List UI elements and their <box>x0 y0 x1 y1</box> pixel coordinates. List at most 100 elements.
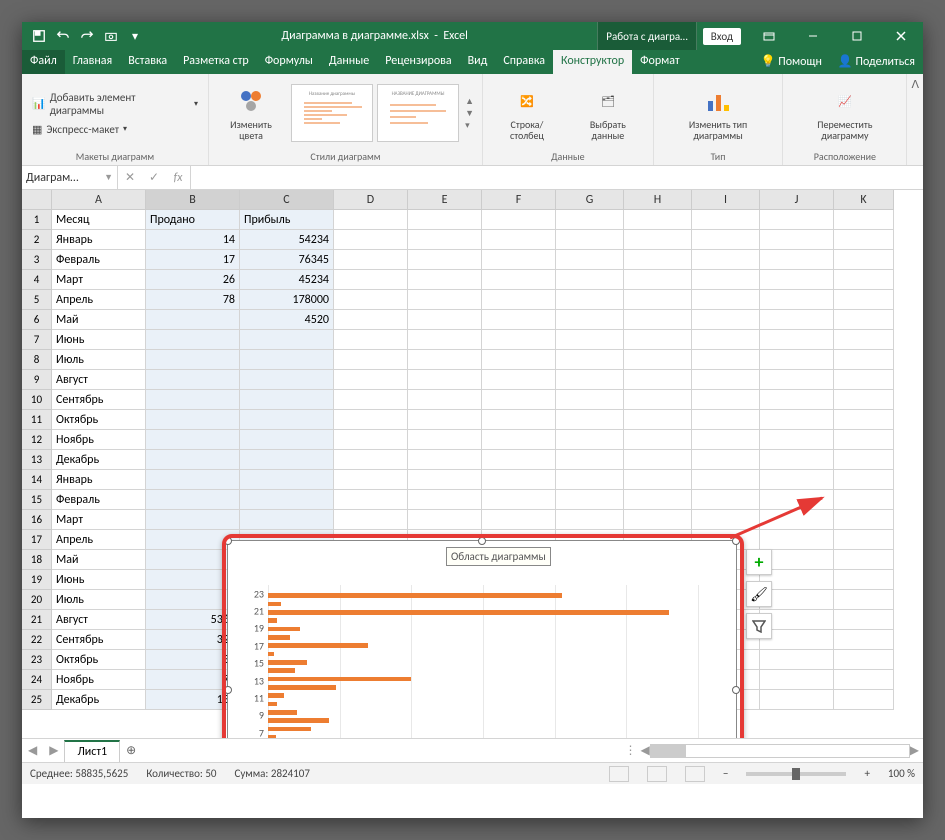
row-header[interactable]: 15 <box>22 490 52 510</box>
column-header[interactable]: G <box>556 190 624 210</box>
cell[interactable] <box>408 510 482 530</box>
cell[interactable] <box>624 350 692 370</box>
zoom-out-icon[interactable]: − <box>723 767 728 780</box>
cell[interactable] <box>760 690 834 710</box>
chart-bar[interactable] <box>268 718 329 723</box>
cell[interactable] <box>834 370 894 390</box>
cell[interactable]: 17 <box>146 250 240 270</box>
cell[interactable] <box>146 350 240 370</box>
row-header[interactable]: 6 <box>22 310 52 330</box>
row-header[interactable]: 18 <box>22 550 52 570</box>
cell[interactable]: Апрель <box>52 530 146 550</box>
styles-more-icon[interactable]: ▾ <box>465 120 474 131</box>
cell[interactable]: Ноябрь <box>52 670 146 690</box>
cell[interactable] <box>834 210 894 230</box>
cell[interactable]: Январь <box>52 230 146 250</box>
cell[interactable] <box>556 430 624 450</box>
cell[interactable] <box>692 270 760 290</box>
cell[interactable] <box>624 210 692 230</box>
cell[interactable] <box>834 290 894 310</box>
quick-layout-button[interactable]: ▦Экспресс-макет▾ <box>28 121 202 138</box>
cell[interactable] <box>760 270 834 290</box>
cell[interactable] <box>760 430 834 450</box>
cell[interactable] <box>692 390 760 410</box>
cell[interactable]: 78 <box>146 290 240 310</box>
cell[interactable] <box>760 330 834 350</box>
row-header[interactable]: 19 <box>22 570 52 590</box>
undo-icon[interactable] <box>52 25 74 47</box>
cell[interactable] <box>556 470 624 490</box>
cell[interactable] <box>692 450 760 470</box>
cell[interactable] <box>692 350 760 370</box>
chart-bar[interactable] <box>268 660 307 665</box>
cell[interactable] <box>556 210 624 230</box>
minimize-icon[interactable] <box>791 22 835 50</box>
ribbon-tab-разметка стр[interactable]: Разметка стр <box>175 50 257 74</box>
cell[interactable] <box>692 410 760 430</box>
chart-bar[interactable] <box>268 710 297 715</box>
cell[interactable] <box>834 470 894 490</box>
cell[interactable] <box>556 330 624 350</box>
cell[interactable] <box>408 350 482 370</box>
cell[interactable]: 5363 <box>146 610 240 630</box>
cell[interactable] <box>760 210 834 230</box>
column-header[interactable]: H <box>624 190 692 210</box>
cell[interactable] <box>240 470 334 490</box>
move-chart-button[interactable]: 📈Переместить диаграмму <box>789 83 900 143</box>
cell[interactable] <box>624 270 692 290</box>
cell[interactable] <box>556 350 624 370</box>
fx-icon[interactable]: fx <box>166 171 190 185</box>
cell[interactable] <box>408 270 482 290</box>
ribbon-tab-справка[interactable]: Справка <box>495 50 553 74</box>
switch-row-col-button[interactable]: 🔀Строка/ столбец <box>489 83 565 143</box>
cell[interactable] <box>624 430 692 450</box>
row-header[interactable]: 21 <box>22 610 52 630</box>
cell[interactable]: Июнь <box>52 570 146 590</box>
cell[interactable] <box>760 230 834 250</box>
cell[interactable]: 324 <box>146 630 240 650</box>
chart-bar[interactable] <box>268 635 290 640</box>
cell[interactable] <box>482 430 556 450</box>
cell[interactable] <box>334 330 408 350</box>
cell[interactable] <box>408 290 482 310</box>
chart-bar[interactable] <box>268 652 274 657</box>
cell[interactable] <box>408 390 482 410</box>
cell[interactable]: Месяц <box>52 210 146 230</box>
cell[interactable] <box>482 210 556 230</box>
ribbon-tab-формулы[interactable]: Формулы <box>257 50 321 74</box>
camera-icon[interactable] <box>100 25 122 47</box>
cell[interactable] <box>556 250 624 270</box>
cell[interactable] <box>760 370 834 390</box>
cancel-formula-icon[interactable]: ✕ <box>118 170 142 185</box>
cell[interactable] <box>834 490 894 510</box>
cell[interactable] <box>146 470 240 490</box>
cell[interactable]: Октябрь <box>52 410 146 430</box>
chart-bar[interactable] <box>268 702 277 707</box>
cell[interactable] <box>692 290 760 310</box>
cell[interactable] <box>834 550 894 570</box>
cell[interactable] <box>146 550 240 570</box>
cell[interactable] <box>240 430 334 450</box>
row-header[interactable]: 2 <box>22 230 52 250</box>
cell[interactable] <box>240 510 334 530</box>
cell[interactable] <box>760 290 834 310</box>
save-icon[interactable] <box>28 25 50 47</box>
cell[interactable] <box>760 390 834 410</box>
styles-scroll-down-icon[interactable]: ▼ <box>465 108 474 119</box>
ribbon-display-icon[interactable] <box>747 22 791 50</box>
cell[interactable]: Сентябрь <box>52 630 146 650</box>
cell[interactable] <box>692 370 760 390</box>
chart-styles-icon[interactable]: 🖌 <box>746 581 772 607</box>
cell[interactable] <box>334 430 408 450</box>
chart-bar[interactable] <box>268 610 669 615</box>
row-header[interactable]: 4 <box>22 270 52 290</box>
cell[interactable] <box>334 410 408 430</box>
cell[interactable] <box>408 230 482 250</box>
chart-bar[interactable] <box>268 677 411 682</box>
cell[interactable] <box>760 650 834 670</box>
row-header[interactable]: 17 <box>22 530 52 550</box>
cell[interactable] <box>482 230 556 250</box>
redo-icon[interactable] <box>76 25 98 47</box>
cell[interactable] <box>834 510 894 530</box>
cell[interactable] <box>834 270 894 290</box>
